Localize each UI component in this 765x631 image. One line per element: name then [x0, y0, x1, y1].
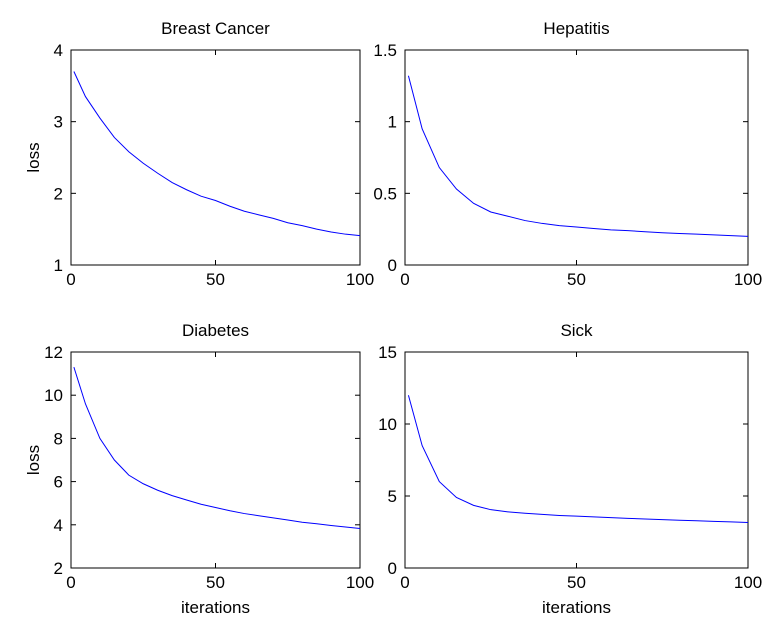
y-tick-label: 0.5	[373, 184, 397, 203]
y-tick-label: 4	[54, 41, 63, 60]
y-axis-label: loss	[24, 445, 43, 475]
y-tick-label: 0	[388, 256, 397, 275]
y-tick-label: 1.5	[373, 41, 397, 60]
y-tick-label: 10	[44, 386, 63, 405]
subplot-title: Sick	[560, 321, 593, 340]
axes-box	[404, 351, 749, 569]
y-tick-label: 2	[54, 184, 63, 203]
y-tick-label: 2	[54, 559, 63, 578]
y-tick-label: 10	[378, 415, 397, 434]
x-tick-label: 0	[66, 270, 75, 289]
y-tick-label: 15	[378, 343, 397, 362]
x-tick-label: 0	[400, 270, 409, 289]
x-tick-label: 100	[734, 270, 762, 289]
x-tick-label: 50	[206, 573, 225, 592]
axes-box	[404, 49, 749, 266]
subplot-title: Hepatitis	[543, 19, 609, 38]
x-tick-label: 100	[346, 573, 374, 592]
y-tick-label: 1	[388, 113, 397, 132]
subplot-title: Breast Cancer	[161, 19, 270, 38]
x-tick-label: 100	[734, 573, 762, 592]
axes-box	[70, 49, 361, 266]
y-tick-label: 12	[44, 343, 63, 362]
x-axis-label: iterations	[542, 598, 611, 617]
x-axis-label: iterations	[181, 598, 250, 617]
y-tick-label: 1	[54, 256, 63, 275]
loss-line	[407, 75, 749, 237]
loss-line	[73, 71, 361, 237]
y-tick-label: 3	[54, 113, 63, 132]
x-tick-label: 50	[206, 270, 225, 289]
loss-line	[407, 395, 749, 523]
x-tick-label: 100	[346, 270, 374, 289]
x-tick-label: 0	[400, 573, 409, 592]
y-axis-label: loss	[24, 142, 43, 172]
subplot-title: Diabetes	[182, 321, 249, 340]
loss-line	[73, 366, 361, 529]
x-tick-label: 50	[567, 573, 586, 592]
x-tick-label: 0	[66, 573, 75, 592]
y-tick-label: 4	[54, 516, 63, 535]
y-tick-label: 0	[388, 559, 397, 578]
y-tick-label: 5	[388, 487, 397, 506]
y-tick-label: 8	[54, 429, 63, 448]
y-tick-label: 6	[54, 473, 63, 492]
x-tick-label: 50	[567, 270, 586, 289]
